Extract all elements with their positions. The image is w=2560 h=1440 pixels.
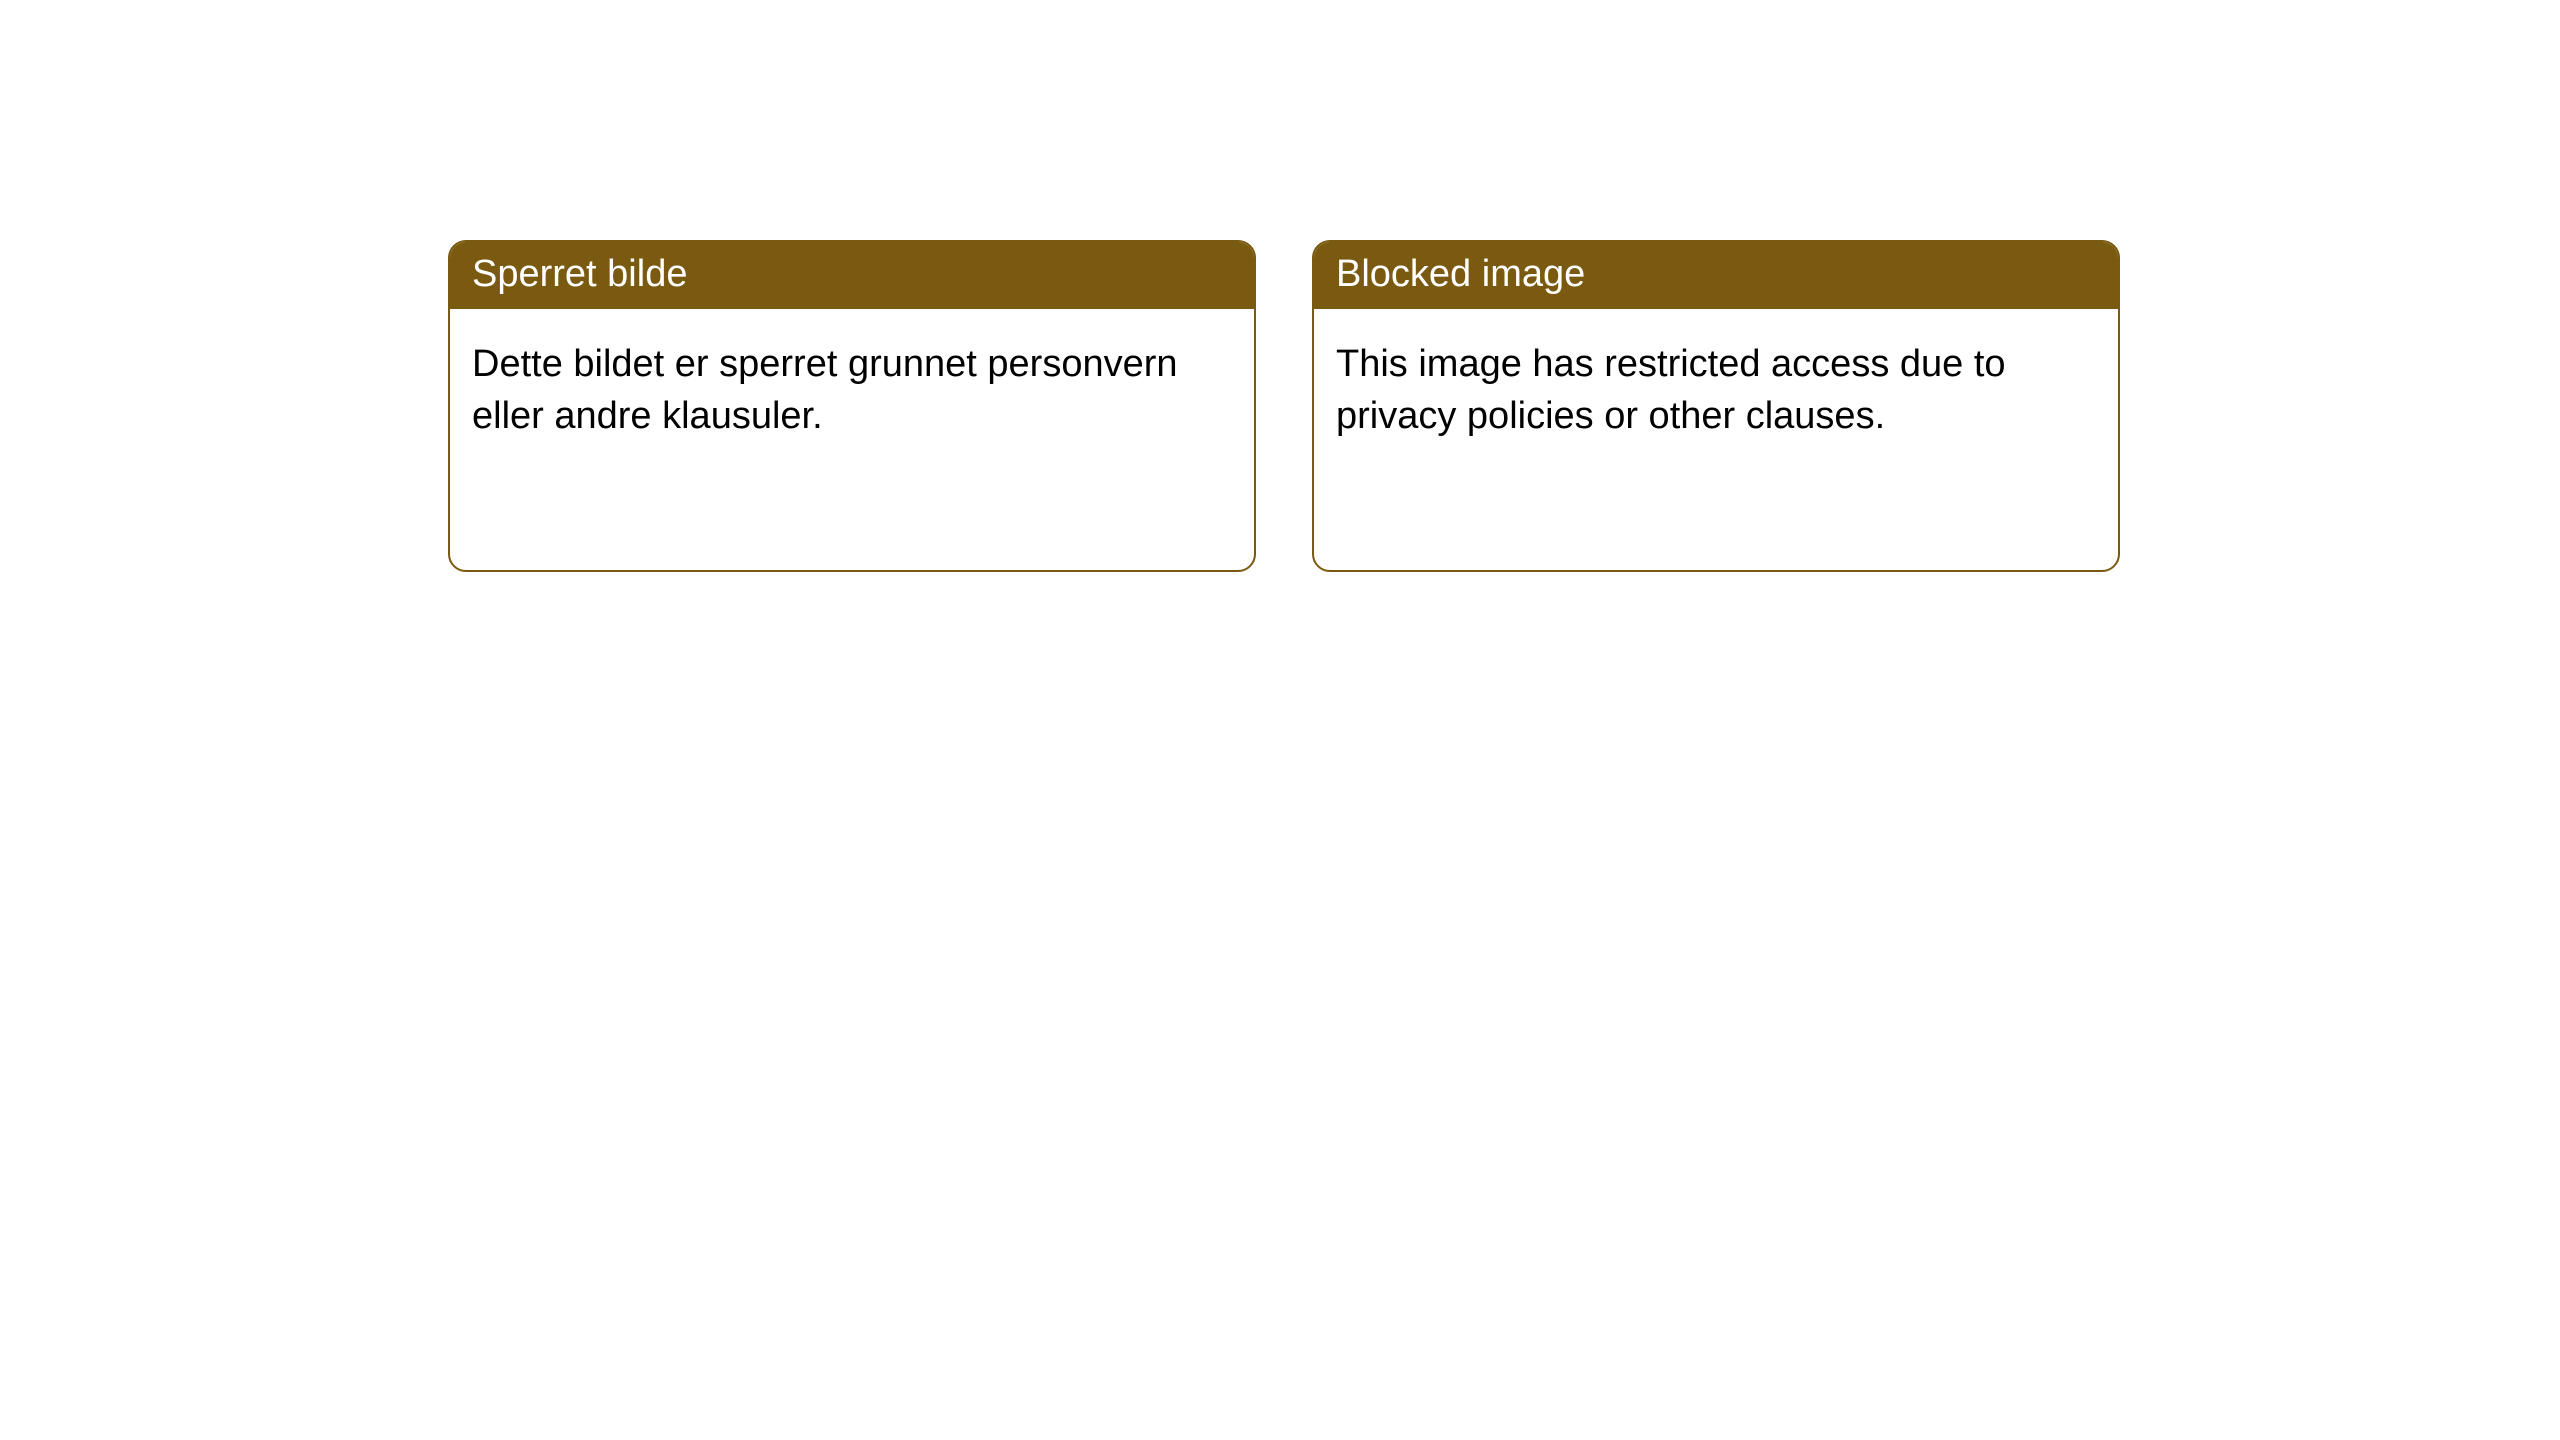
notice-card-english: Blocked image This image has restricted …	[1312, 240, 2120, 572]
notice-header-norwegian: Sperret bilde	[450, 242, 1254, 309]
notice-card-norwegian: Sperret bilde Dette bildet er sperret gr…	[448, 240, 1256, 572]
notice-header-english: Blocked image	[1314, 242, 2118, 309]
notice-title: Blocked image	[1336, 253, 1585, 295]
notice-body-norwegian: Dette bildet er sperret grunnet personve…	[450, 309, 1254, 472]
notice-container: Sperret bilde Dette bildet er sperret gr…	[0, 0, 2560, 572]
notice-body-english: This image has restricted access due to …	[1314, 309, 2118, 472]
notice-title: Sperret bilde	[472, 253, 687, 295]
notice-text: This image has restricted access due to …	[1336, 343, 2006, 436]
notice-text: Dette bildet er sperret grunnet personve…	[472, 343, 1178, 436]
